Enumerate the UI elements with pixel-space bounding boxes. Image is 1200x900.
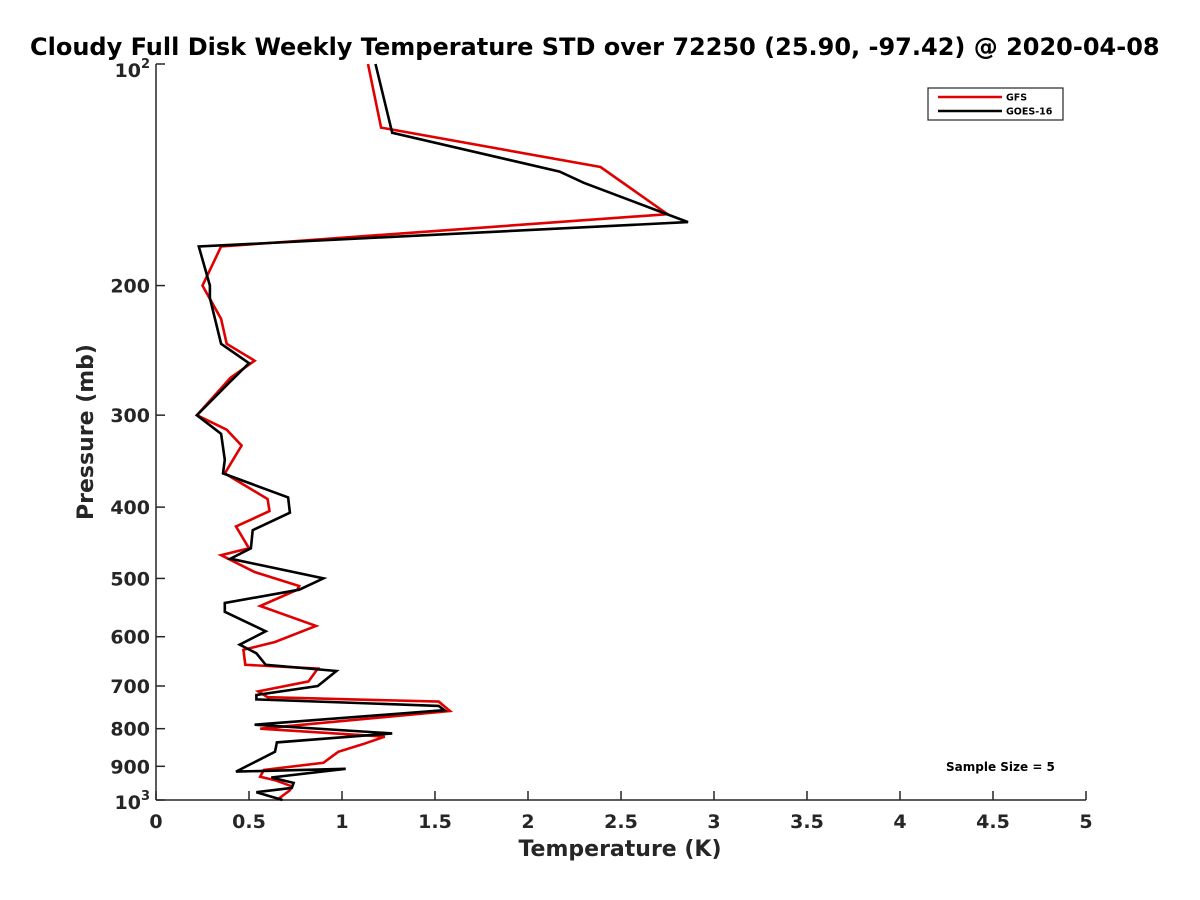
- y-tick-label: 200: [110, 276, 150, 298]
- legend-box: [927, 87, 1064, 121]
- sample-size-annotation: Sample Size = 5: [946, 760, 1055, 774]
- x-tick-label: 4: [893, 811, 906, 833]
- x-tick-label: 3: [707, 811, 720, 833]
- legend-label-goes16: GOES-16: [1006, 107, 1053, 118]
- x-tick-label: 1.5: [418, 811, 452, 833]
- x-axis-label: Temperature (K): [518, 837, 721, 862]
- y-tick-label: 900: [110, 756, 150, 778]
- y-tick-label-top: 102: [115, 57, 151, 82]
- legend: GFS GOES-16: [927, 87, 1064, 121]
- y-tick-label: 600: [110, 627, 150, 649]
- y-tick-top-base: 10: [115, 60, 141, 82]
- y-tick-label: 800: [110, 719, 150, 741]
- y-tick-bottom-base: 10: [115, 792, 141, 814]
- series-line-goes16: [194, 63, 689, 802]
- x-tick-label: 0.5: [232, 811, 266, 833]
- legend-label-gfs: GFS: [1006, 93, 1027, 104]
- y-tick-top-exp: 2: [141, 57, 150, 72]
- x-tick-label: 0: [149, 811, 162, 833]
- x-tick-label: 2.5: [604, 811, 638, 833]
- x-tick-label: 2: [521, 811, 534, 833]
- x-ticks: 0 0.5 1 1.5 2 2.5 3 3.5 4 4.5 5: [149, 791, 1093, 833]
- chart-title: Cloudy Full Disk Weekly Temperature STD …: [30, 33, 1160, 61]
- y-tick-label: 400: [110, 497, 150, 519]
- x-tick-label: 3.5: [790, 811, 824, 833]
- y-tick-label-bottom: 103: [115, 789, 151, 814]
- y-tick-label: 700: [110, 676, 150, 698]
- y-tick-bottom-exp: 3: [141, 789, 150, 804]
- x-tick-label: 1: [335, 811, 348, 833]
- y-tick-label: 500: [110, 568, 150, 590]
- series-group: [194, 63, 689, 802]
- y-tick-label: 300: [110, 405, 150, 427]
- y-axis-label: Pressure (mb): [74, 344, 99, 520]
- x-tick-label: 5: [1079, 811, 1092, 833]
- series-line-gfs: [194, 63, 672, 802]
- x-tick-label: 4.5: [976, 811, 1010, 833]
